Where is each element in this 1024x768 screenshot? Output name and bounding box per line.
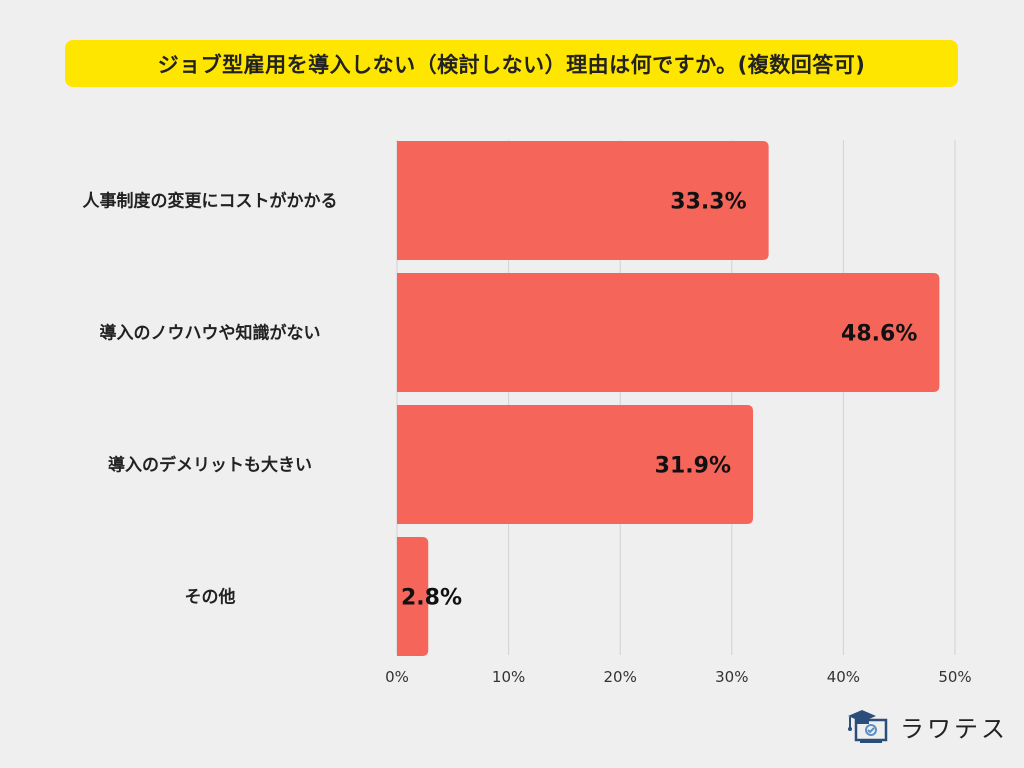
category-label: その他 <box>185 587 236 608</box>
x-tick-label: 20% <box>604 668 637 686</box>
bars <box>397 141 940 656</box>
value-label: 31.9% <box>655 454 731 479</box>
x-tick-label: 50% <box>938 668 971 686</box>
category-label: 人事制度の変更にコストがかかる <box>83 191 338 212</box>
x-tick-label: 40% <box>827 668 860 686</box>
bar <box>397 405 754 524</box>
bar <box>397 141 769 260</box>
logo: ラワテス <box>846 708 1008 744</box>
value-label: 2.8% <box>401 586 462 611</box>
graduation-cap-monitor-icon <box>848 710 888 743</box>
labels: 0% 10% 20% 30% 40% 50% 人事制度の変更にコストがかかる 33.3% 導入の… <box>83 190 972 687</box>
chart-title: ジョブ型雇用を導入しない（検討しない）理由は何ですか。(複数回答可) <box>65 40 958 87</box>
category-label: 導入のノウハウや知識がない <box>100 323 321 344</box>
x-tick-label: 30% <box>715 668 748 686</box>
value-label: 48.6% <box>841 322 917 347</box>
category-label: 導入のデメリットも大きい <box>108 455 312 476</box>
x-tick-label: 0% <box>385 668 409 686</box>
bar <box>397 273 940 392</box>
value-label: 33.3% <box>670 190 746 215</box>
x-tick-label: 10% <box>492 668 525 686</box>
bar <box>397 537 429 656</box>
logo-text: ラワテス <box>900 714 1008 743</box>
